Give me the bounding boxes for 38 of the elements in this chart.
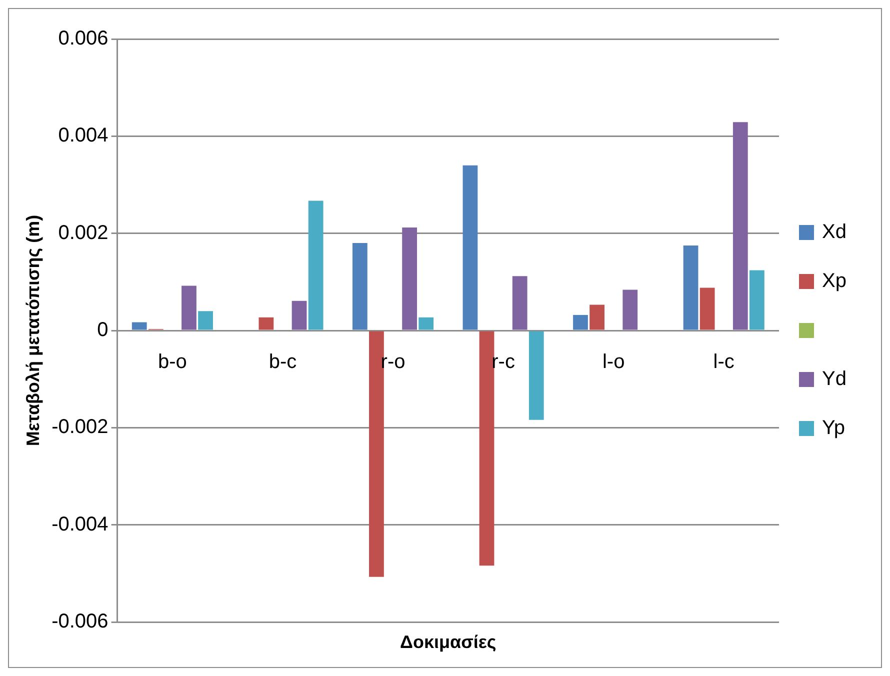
bar [700, 288, 715, 330]
legend-label: Yp [822, 416, 845, 440]
x-tick-label: l-o [602, 351, 625, 374]
bar [352, 243, 368, 330]
y-tick-label: -0.002 [52, 416, 108, 438]
bar [590, 304, 604, 330]
y-tick-label: -0.004 [52, 513, 108, 536]
legend-label: Xd [822, 220, 846, 244]
bar [132, 322, 147, 330]
legend-label: Xp [822, 270, 846, 292]
bar [732, 122, 748, 330]
bar [258, 317, 274, 330]
bar [683, 245, 698, 330]
bar [528, 331, 544, 420]
bar [402, 228, 417, 330]
bar [622, 290, 638, 330]
y-tick-label: -0.006 [52, 610, 108, 633]
bar [182, 286, 196, 330]
bar [512, 276, 528, 330]
y-axis-title: Μεταβολή μετατόπισης (m) [22, 214, 43, 446]
bar [292, 300, 307, 330]
bar [462, 165, 478, 330]
bar [308, 200, 324, 330]
y-tick-label: 0.002 [58, 222, 108, 244]
bar [369, 331, 384, 577]
y-tick-label: 0.006 [58, 28, 108, 50]
legend-label: Yd [822, 368, 846, 390]
bar [479, 331, 494, 566]
x-axis-title: Δοκιμασίες [400, 632, 496, 652]
bar [198, 311, 213, 330]
y-tick-label: 0 [97, 319, 108, 342]
x-tick-label: b-o [158, 351, 187, 374]
bar [750, 270, 764, 330]
bar [573, 314, 588, 330]
x-tick-label: b-c [268, 351, 297, 374]
bar [418, 317, 434, 330]
x-tick-label: l-c [713, 351, 734, 374]
y-tick-label: 0.004 [58, 124, 108, 147]
